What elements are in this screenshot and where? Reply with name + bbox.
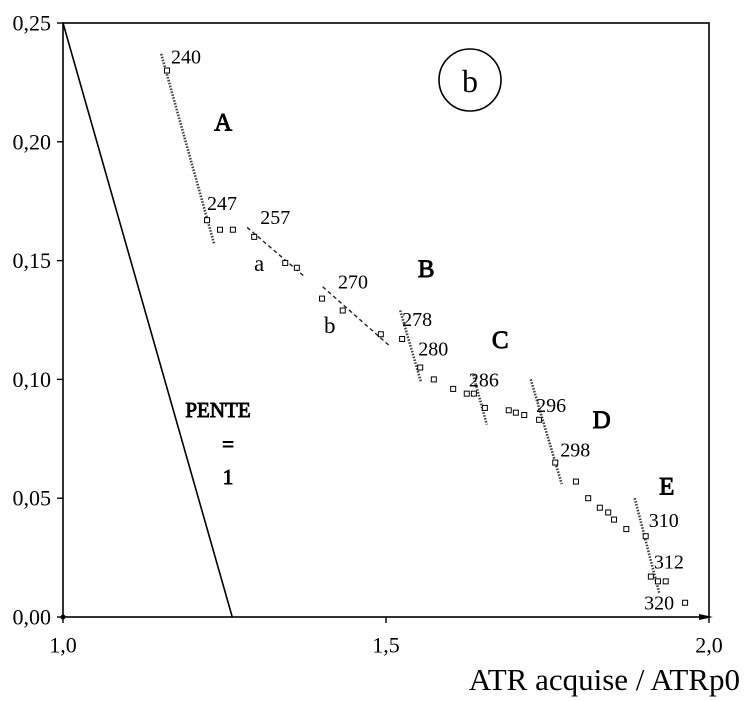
- plot-frame: [60, 22, 713, 620]
- axis-ticks: 0,00 0,05 0,10 0,15 0,20 0,25 1,0 1,5 2,0: [13, 11, 723, 658]
- y-tick-label: 0,25: [13, 11, 52, 36]
- trend-lines: [62, 22, 661, 618]
- x-tick-label: 2,0: [695, 633, 723, 658]
- data-point: [164, 67, 171, 74]
- data-points: [164, 67, 689, 606]
- trend-line-b: [322, 286, 391, 347]
- point-label-257: 257: [260, 207, 290, 229]
- trend-line-D: [529, 379, 563, 485]
- data-point: [682, 599, 689, 606]
- data-point: [611, 516, 618, 523]
- trend-line-A: [159, 53, 216, 245]
- x-tick-label: 1,5: [372, 633, 400, 658]
- point-label-278: 278: [402, 309, 432, 331]
- point-label-298: 298: [560, 440, 590, 462]
- reference-line-label: PENTE: [185, 398, 250, 422]
- point-label-247: 247: [207, 193, 237, 215]
- point-label-286: 286: [469, 370, 499, 392]
- data-point: [552, 459, 559, 466]
- line-label-b: b: [324, 313, 336, 338]
- data-point: [229, 226, 236, 233]
- point-label-310: 310: [649, 510, 679, 532]
- panel-label-text: b: [462, 63, 478, 99]
- data-point: [399, 336, 406, 343]
- line-label-B: B: [418, 256, 435, 283]
- data-point: [204, 217, 211, 224]
- point-label-296: 296: [536, 395, 566, 417]
- y-tick-label: 0,05: [13, 486, 52, 511]
- data-point: [282, 259, 289, 266]
- data-point: [585, 495, 592, 502]
- line-label-A: A: [214, 109, 232, 136]
- line-label-D: D: [593, 407, 611, 434]
- plot-border: [62, 22, 710, 618]
- trend-line-C: [471, 374, 489, 425]
- panel-label-circle: [438, 48, 502, 112]
- data-point: [647, 573, 654, 580]
- point-label-280: 280: [418, 339, 448, 361]
- y-tick-label: 0,15: [13, 248, 52, 273]
- data-point: [596, 504, 603, 511]
- x-axis-title: ATR acquise / ATRp0: [469, 662, 740, 697]
- y-tick-label: 0,20: [13, 129, 52, 154]
- trend-line-B: [398, 310, 423, 383]
- data-point: [216, 226, 223, 233]
- point-label-240: 240: [171, 47, 201, 69]
- data-point: [417, 364, 424, 371]
- data-point: [662, 578, 669, 585]
- data-point: [512, 409, 519, 416]
- line-label-a: a: [254, 251, 264, 276]
- data-point: [572, 478, 579, 485]
- data-point: [642, 533, 649, 540]
- y-tick-label: 0,10: [13, 367, 52, 392]
- panel-label: b: [438, 48, 502, 112]
- data-point: [463, 390, 470, 397]
- reference-line-label: =: [222, 432, 234, 456]
- x-axis-arrow: [699, 614, 713, 620]
- reference-line: [62, 22, 234, 618]
- y-tick-label: 0,00: [13, 605, 52, 630]
- line-label-E: E: [659, 474, 674, 501]
- data-point: [481, 404, 488, 411]
- point-label-270: 270: [338, 272, 368, 294]
- data-point: [450, 385, 457, 392]
- data-point: [293, 264, 300, 271]
- data-point: [521, 412, 528, 419]
- data-point: [505, 407, 512, 414]
- point-label-312: 312: [654, 552, 684, 574]
- x-tick-label: 1,0: [49, 633, 77, 658]
- data-point: [605, 509, 612, 516]
- data-point: [377, 331, 384, 338]
- reference-line-label: 1: [223, 465, 234, 489]
- data-point: [470, 390, 477, 397]
- annotations: PENTE = 1 Aa b B C D E 240 247 257 270 278 280 286 296 29…: [171, 47, 684, 615]
- line-label-C: C: [492, 327, 509, 354]
- point-label-320: 320: [644, 593, 674, 615]
- data-point: [319, 295, 326, 302]
- data-point: [251, 233, 258, 240]
- data-point: [654, 578, 661, 585]
- trend-line-E: [633, 497, 661, 594]
- data-point: [623, 526, 630, 533]
- data-point: [339, 307, 346, 314]
- data-point: [536, 416, 543, 423]
- data-point: [430, 376, 437, 383]
